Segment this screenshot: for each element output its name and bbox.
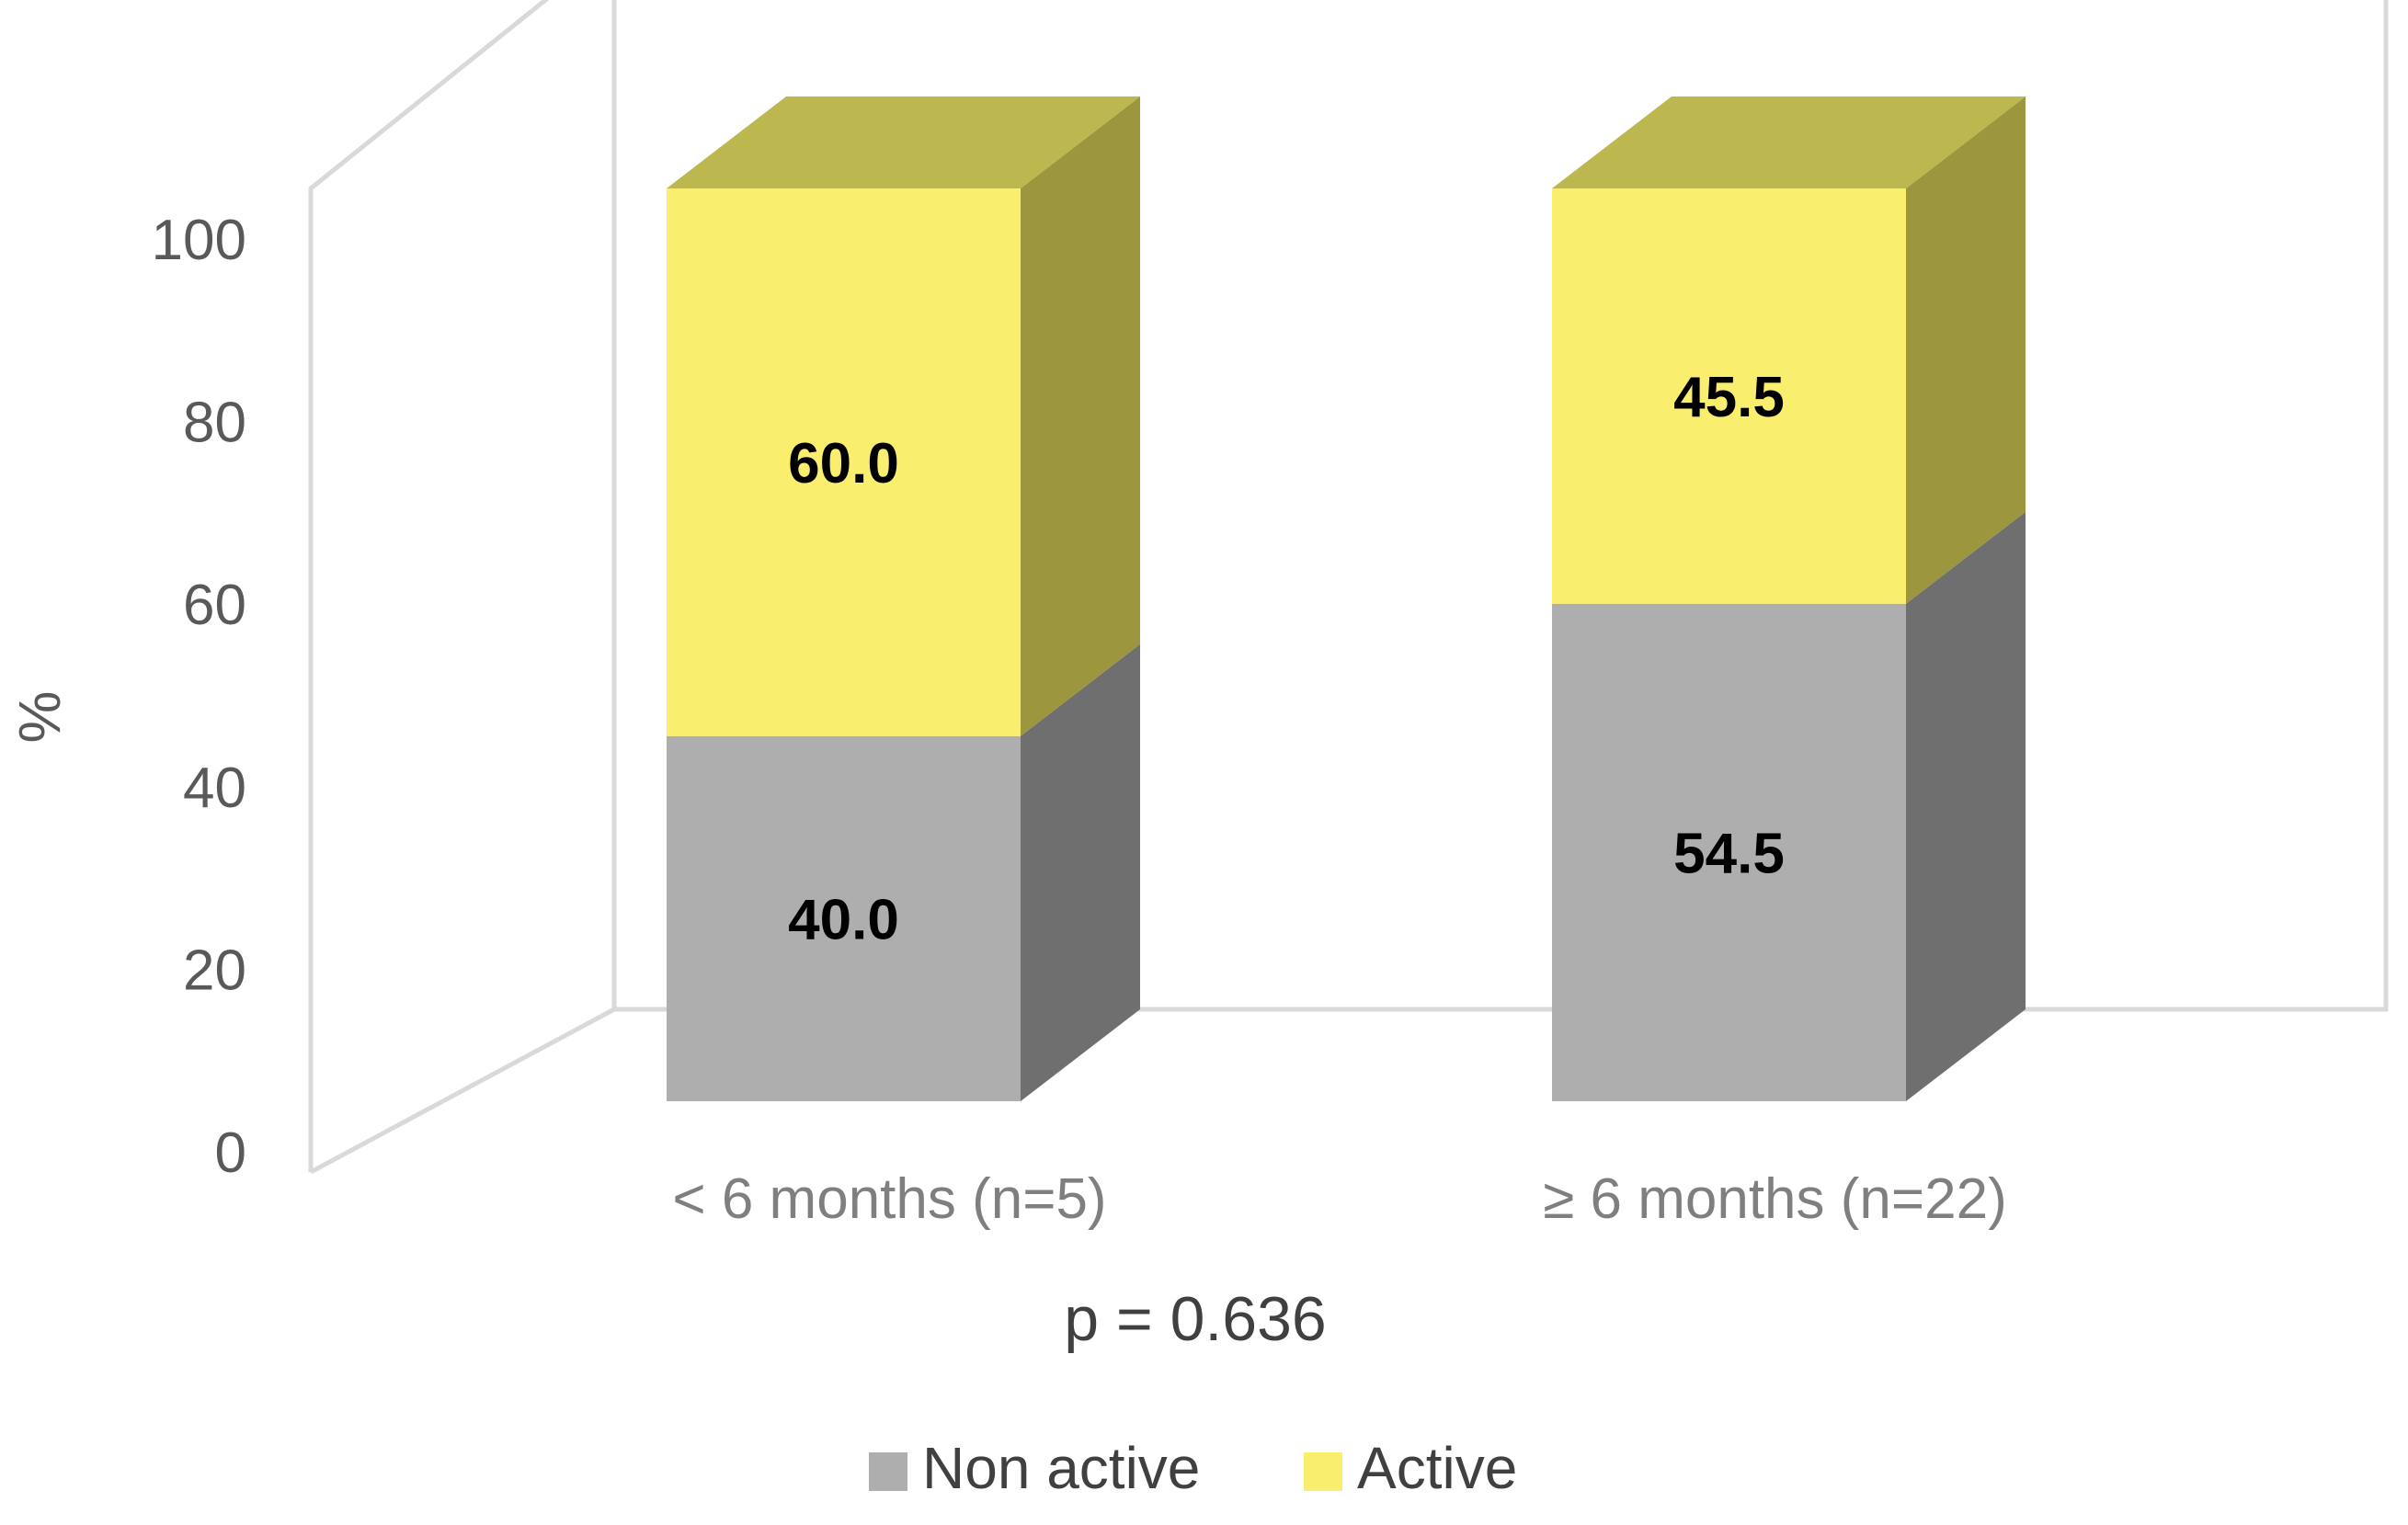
x-tick-label: < 6 months (n=5)	[672, 1167, 1106, 1231]
bar-top	[667, 97, 1140, 188]
bars: 40.0 60.0 54.5 45.5	[667, 97, 2026, 1101]
data-label: 45.5	[1673, 366, 1785, 429]
floor-edge	[309, 1007, 616, 1175]
bar-side	[1021, 97, 1140, 736]
bar-front	[667, 735, 1021, 1101]
legend-item: Non active	[869, 1435, 1200, 1501]
bar-front	[667, 188, 1021, 736]
bar-front	[1552, 188, 1906, 604]
y-tick-label: 0	[215, 1121, 246, 1185]
legend-label: Active	[1357, 1435, 1517, 1501]
bar-side	[1906, 511, 2026, 1101]
y-tick-label: 60	[183, 574, 246, 637]
p-value-annotation: p = 0.636	[1064, 1284, 1326, 1354]
y-tick-label: 80	[183, 392, 246, 455]
chart-walls	[308, 0, 2389, 1175]
legend-item: Active	[1304, 1435, 1517, 1501]
legend-label: Non active	[922, 1435, 1200, 1501]
legend-swatch	[1304, 1452, 1342, 1491]
data-label: 54.5	[1673, 822, 1785, 885]
y-axis-label: %	[6, 691, 73, 744]
legend-swatch	[869, 1452, 907, 1491]
y-tick-label: 40	[183, 757, 246, 820]
data-label: 40.0	[788, 888, 899, 951]
data-label: 60.0	[788, 432, 899, 495]
x-axis: < 6 months (n=5) ≥ 6 months (n=22)	[672, 1167, 2006, 1231]
bar-side	[1906, 97, 2026, 604]
bar-segment-active: 45.5	[1552, 97, 2026, 604]
bar-front	[1552, 603, 1906, 1101]
bar-segment-active: 60.0	[667, 97, 1140, 736]
y-axis: 0 20 40 60 80 100	[152, 209, 246, 1185]
bar-segment-non-active: 40.0	[667, 643, 1140, 1101]
y-tick-label: 100	[152, 209, 246, 272]
bar-side	[1021, 643, 1140, 1101]
bar-segment-non-active: 54.5	[1552, 511, 2026, 1101]
x-tick-label: ≥ 6 months (n=22)	[1543, 1167, 2006, 1231]
bar-top	[1552, 97, 2026, 188]
y-tick-label: 20	[183, 939, 246, 1002]
side-wall	[308, 0, 550, 1172]
legend: Non active Active	[869, 1435, 1517, 1501]
